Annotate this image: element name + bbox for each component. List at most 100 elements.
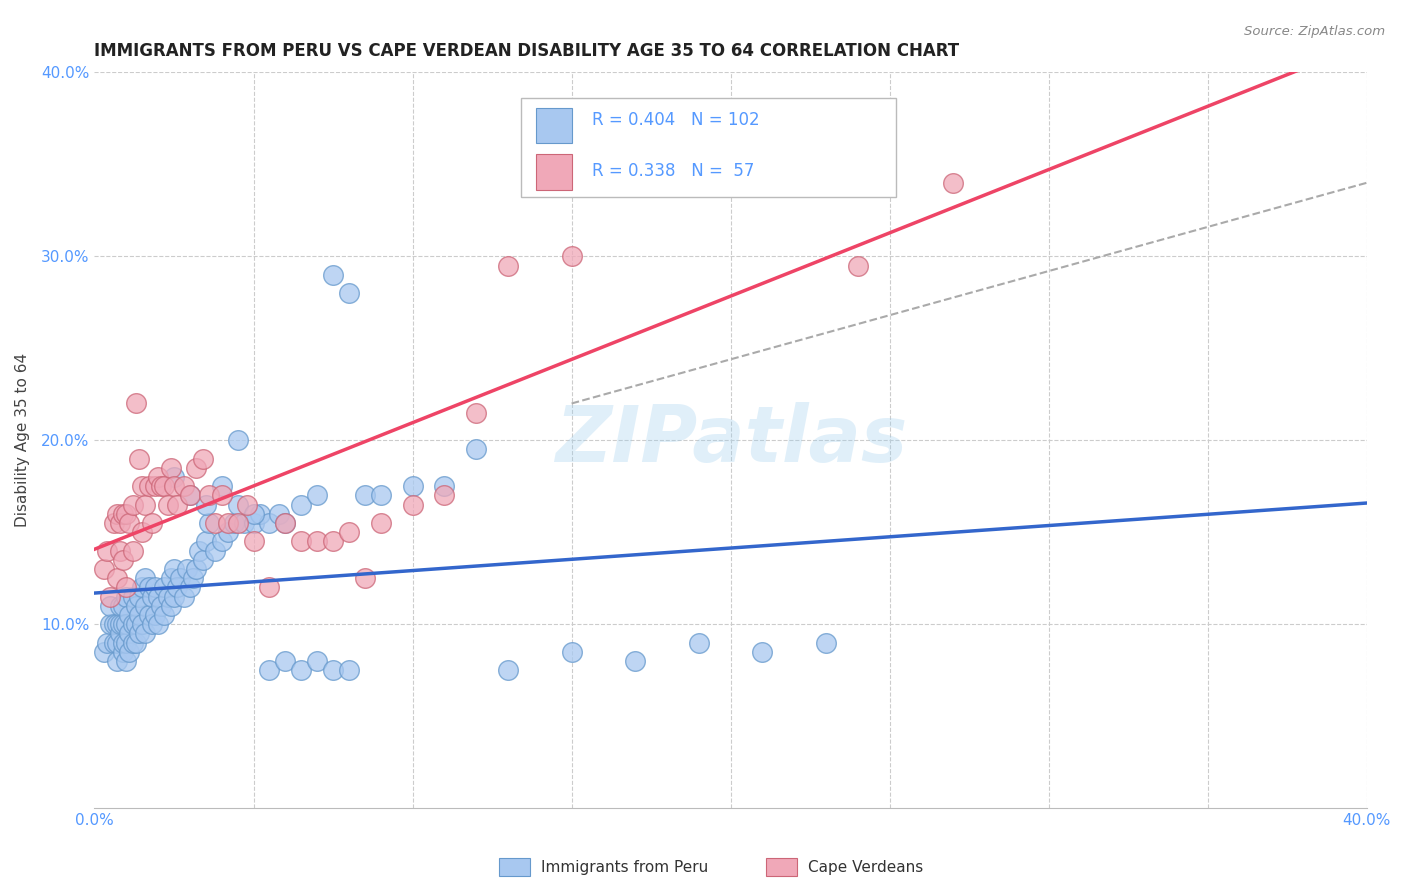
Point	[433, 479, 456, 493]
Point	[163, 562, 186, 576]
Point	[211, 479, 233, 493]
Point	[173, 479, 195, 493]
Point	[166, 498, 188, 512]
Point	[93, 562, 115, 576]
Point	[688, 139, 710, 153]
Point	[166, 581, 188, 595]
Point	[115, 507, 138, 521]
Bar	[536, 108, 572, 143]
Point	[121, 543, 143, 558]
Point	[259, 516, 281, 530]
Point	[156, 590, 179, 604]
Point	[179, 581, 201, 595]
Point	[561, 645, 583, 659]
Point	[131, 479, 153, 493]
Point	[125, 617, 148, 632]
Text: R = 0.404   N = 102: R = 0.404 N = 102	[592, 111, 759, 129]
Point	[163, 479, 186, 493]
Point	[194, 498, 217, 512]
Point	[188, 543, 211, 558]
Point	[128, 590, 150, 604]
Point	[226, 498, 249, 512]
Point	[561, 249, 583, 263]
Point	[108, 543, 131, 558]
Point	[93, 645, 115, 659]
Point	[159, 460, 181, 475]
Point	[249, 507, 271, 521]
Point	[108, 516, 131, 530]
Point	[141, 516, 163, 530]
Point	[307, 654, 329, 668]
Point	[115, 635, 138, 649]
Point	[141, 590, 163, 604]
Point	[128, 626, 150, 640]
Point	[150, 599, 173, 613]
Point	[118, 626, 141, 640]
Point	[242, 516, 264, 530]
Point	[496, 259, 519, 273]
Point	[942, 176, 965, 190]
Text: R = 0.338   N =  57: R = 0.338 N = 57	[592, 161, 755, 179]
Text: Cape Verdeans: Cape Verdeans	[808, 860, 924, 874]
Text: Source: ZipAtlas.com: Source: ZipAtlas.com	[1244, 25, 1385, 38]
Point	[115, 617, 138, 632]
Point	[134, 498, 156, 512]
Point	[96, 543, 118, 558]
Point	[337, 525, 360, 540]
Point	[138, 607, 160, 622]
Point	[112, 645, 135, 659]
Point	[186, 460, 208, 475]
Point	[191, 451, 214, 466]
Point	[128, 607, 150, 622]
Point	[337, 663, 360, 677]
Point	[121, 635, 143, 649]
Point	[211, 488, 233, 502]
Point	[198, 488, 221, 502]
Point	[105, 635, 128, 649]
Point	[146, 470, 169, 484]
Point	[370, 516, 392, 530]
Point	[401, 479, 423, 493]
Point	[112, 617, 135, 632]
Point	[242, 534, 264, 549]
Point	[217, 525, 239, 540]
Point	[191, 553, 214, 567]
Point	[105, 617, 128, 632]
Point	[465, 406, 488, 420]
Point	[105, 571, 128, 585]
Point	[259, 581, 281, 595]
Point	[204, 543, 226, 558]
Point	[353, 488, 375, 502]
Point	[128, 451, 150, 466]
Point	[274, 516, 297, 530]
Point	[143, 479, 166, 493]
Point	[131, 617, 153, 632]
Point	[624, 654, 647, 668]
Point	[112, 507, 135, 521]
Point	[153, 581, 176, 595]
Point	[112, 635, 135, 649]
Point	[176, 562, 198, 576]
Point	[307, 534, 329, 549]
Point	[274, 654, 297, 668]
Point	[108, 626, 131, 640]
Point	[141, 617, 163, 632]
Point	[322, 534, 344, 549]
Point	[169, 571, 191, 585]
Point	[105, 507, 128, 521]
Point	[226, 434, 249, 448]
Point	[143, 581, 166, 595]
Point	[131, 525, 153, 540]
Point	[688, 635, 710, 649]
Point	[353, 571, 375, 585]
Point	[143, 607, 166, 622]
Point	[186, 562, 208, 576]
Point	[211, 534, 233, 549]
Point	[103, 617, 125, 632]
Point	[751, 645, 773, 659]
Point	[138, 581, 160, 595]
Point	[233, 516, 256, 530]
Point	[179, 488, 201, 502]
Point	[496, 663, 519, 677]
Point	[103, 516, 125, 530]
